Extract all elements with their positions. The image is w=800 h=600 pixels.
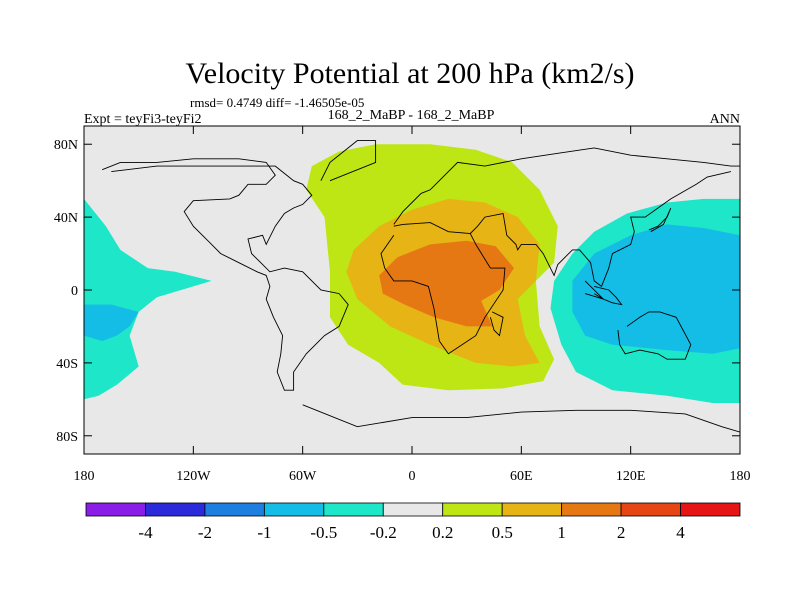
coastline-6 xyxy=(617,311,692,360)
colorbar-swatch-11 xyxy=(680,502,741,517)
chart-title: Velocity Potential at 200 hPa (km2/s) xyxy=(185,57,634,90)
contour-fill-3 xyxy=(379,240,514,327)
y-tick-label-4: 40S xyxy=(56,357,78,372)
colorbar-swatch-7 xyxy=(442,502,503,517)
coastline-1 xyxy=(102,158,349,391)
coastline-7 xyxy=(489,311,504,337)
colorbar-swatch-4 xyxy=(263,502,325,517)
stats-label: rmsd= 0.4749 diff= -1.46505e-05 xyxy=(190,95,364,110)
y-tick-label-3: 0 xyxy=(71,284,78,299)
coastline-9 xyxy=(584,285,623,306)
x-tick-label-6: 120E xyxy=(616,469,646,484)
colorbar-swatch-8 xyxy=(501,502,563,517)
colorbar-label-5: -0.2 xyxy=(370,523,397,542)
colorbar-label-7: 0.5 xyxy=(492,523,513,542)
x-tick-label-1: 180 xyxy=(74,469,95,484)
case-label: 168_2_MaBP - 168_2_MaBP xyxy=(328,108,495,123)
colorbar-label-4: -0.5 xyxy=(310,523,337,542)
colorbar-label-8: 1 xyxy=(557,523,566,542)
colorbar-label-6: 0.2 xyxy=(432,523,453,542)
contour-fill-5 xyxy=(84,304,139,341)
contour-fill-7 xyxy=(572,224,740,354)
colorbar-label-10: 4 xyxy=(676,523,685,542)
coastline-5 xyxy=(469,171,731,288)
colorbar-label-9: 2 xyxy=(617,523,626,542)
x-tick-label-2: 120W xyxy=(176,469,211,484)
contour-fill-4 xyxy=(84,198,212,400)
colorbar-swatch-1 xyxy=(85,502,146,517)
colorbar-label-1: -4 xyxy=(138,523,153,542)
x-tick-label-3: 60W xyxy=(289,469,317,484)
coastline-4 xyxy=(393,147,740,225)
x-tick-label-4: 0 xyxy=(409,469,416,484)
experiment-label: Expt = teyFi3-teyFi2 xyxy=(84,112,202,127)
colorbar-swatch-5 xyxy=(323,502,384,517)
colorbar-swatch-2 xyxy=(145,502,206,517)
y-tick-label-1: 80N xyxy=(54,138,78,153)
x-tick-label-7: 180 xyxy=(730,469,751,484)
colorbar-swatch-3 xyxy=(204,502,265,517)
season-label: ANN xyxy=(710,112,740,127)
coastline-10 xyxy=(648,207,672,233)
coastline-2 xyxy=(320,140,377,182)
x-tick-label-5: 60E xyxy=(510,469,533,484)
y-tick-label-5: 80S xyxy=(56,430,78,445)
colorbar-swatch-10 xyxy=(620,502,681,517)
colorbar-swatch-6 xyxy=(382,502,444,517)
colorbar-label-2: -2 xyxy=(198,523,212,542)
colorbar-label-3: -1 xyxy=(257,523,271,542)
colorbar-swatch-9 xyxy=(561,502,622,517)
coastline-11 xyxy=(302,404,740,433)
y-tick-label-2: 40N xyxy=(54,211,78,226)
coastline-3 xyxy=(380,222,506,355)
